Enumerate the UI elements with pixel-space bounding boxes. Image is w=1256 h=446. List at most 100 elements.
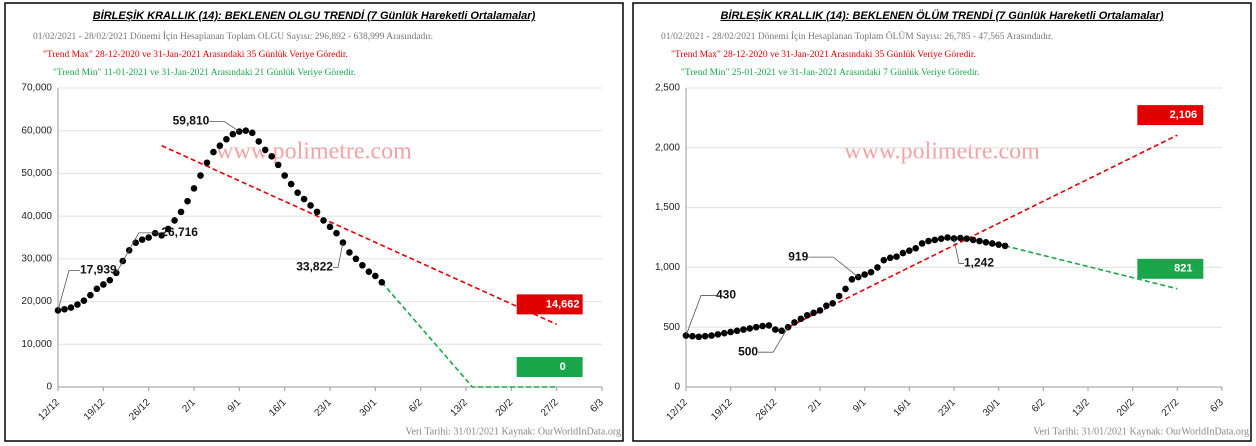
data-point: [746, 325, 754, 332]
data-point: [772, 326, 779, 333]
x-tick-label: 13/2: [448, 397, 470, 419]
x-tick-label: 30/1: [981, 397, 1003, 419]
data-point: [816, 307, 824, 314]
data-point: [171, 217, 178, 224]
y-tick-label: 10,000: [21, 339, 52, 350]
data-point: [93, 285, 101, 293]
data-point: [203, 159, 211, 167]
y-tick-label: 30,000: [21, 253, 52, 264]
leader-line: [758, 326, 789, 353]
data-point: [184, 197, 191, 205]
data-point: [145, 234, 152, 241]
note: "Trend Min" 25-01-2021 ve 31-Jan-2021 Ar…: [681, 68, 980, 78]
y-tick-label: 70,000: [21, 83, 52, 94]
source: Veri Tarihi: 31/01/2021 Kaynak: OurWorld…: [1033, 426, 1249, 437]
data-point: [255, 138, 263, 145]
data-point: [261, 146, 269, 154]
trend-label: 2,106: [1170, 109, 1198, 121]
data-point: [810, 309, 817, 317]
note: "Trend Max" 28-12-2020 ve 31-Jan-2021 Ar…: [43, 50, 348, 60]
data-point: [190, 185, 198, 192]
data-point: [957, 234, 964, 242]
data-point: [695, 333, 703, 341]
data-point: [925, 237, 932, 245]
x-tick-label: 13/2: [1070, 397, 1092, 419]
leader-line: [685, 295, 716, 336]
leader-line: [332, 242, 344, 268]
y-tick-label: 20,000: [21, 296, 52, 307]
x-tick-label: 20/2: [494, 397, 516, 419]
data-point: [281, 172, 288, 179]
data-point: [372, 272, 379, 280]
data-point: [197, 172, 204, 179]
x-tick-label: 20/2: [1115, 397, 1137, 419]
y-tick-label: 500: [663, 322, 680, 333]
annotation-label: 919: [788, 249, 808, 263]
data-point: [87, 291, 94, 299]
data-point: [886, 254, 894, 262]
x-tick-label: 26/12: [754, 397, 780, 423]
y-tick-label: 2,000: [655, 142, 680, 153]
data-point: [701, 332, 709, 340]
annotation-label: 500: [738, 344, 758, 358]
data-point: [976, 237, 983, 245]
y-tick-label: 2,500: [655, 83, 680, 94]
data-point: [210, 148, 217, 156]
leader-line: [808, 256, 859, 278]
data-point: [216, 142, 224, 149]
note: "Trend Min" 11-01-2021 ve 31-Jan-2021 Ar…: [53, 68, 356, 78]
x-tick-label: 9/1: [851, 397, 869, 415]
data-point: [268, 153, 276, 160]
trend-label-box: [1137, 105, 1204, 126]
y-tick-label: 1,000: [655, 262, 680, 273]
data-point: [969, 236, 977, 244]
data-point: [359, 261, 366, 269]
leader-line: [953, 238, 964, 264]
data-point: [931, 236, 939, 244]
data-point: [320, 217, 327, 224]
data-point: [112, 269, 120, 277]
data-point: [988, 240, 996, 247]
x-tick-label: 12/12: [37, 397, 63, 423]
data-point: [67, 304, 75, 311]
data-point: [995, 241, 1002, 248]
data-point: [164, 225, 172, 233]
x-tick-label: 12/12: [665, 397, 691, 423]
x-tick-label: 26/12: [127, 397, 153, 423]
data-point: [842, 285, 849, 293]
leader-line: [209, 121, 240, 132]
data-point: [752, 323, 760, 331]
data-point: [778, 327, 786, 335]
data-point: [326, 223, 334, 231]
data-point: [313, 208, 321, 216]
x-tick-label: 30/1: [358, 397, 380, 419]
y-tick-label: 50,000: [21, 168, 52, 179]
y-tick-label: 40,000: [21, 211, 52, 222]
data-point: [307, 202, 314, 209]
x-tick-label: 16/1: [892, 397, 914, 419]
data-point: [100, 281, 107, 288]
note: 01/02/2021 - 28/02/2021 Dönemi İçin Hesa…: [661, 30, 1053, 42]
data-point: [861, 271, 868, 278]
y-tick-label: 60,000: [21, 125, 52, 136]
x-tick-label: 6/3: [1208, 397, 1226, 415]
x-tick-label: 6/2: [407, 397, 425, 415]
data-point: [346, 249, 353, 256]
trend-line: [381, 281, 557, 388]
data-point: [294, 189, 301, 196]
annotation-label: 430: [716, 288, 736, 302]
trend-line: [787, 134, 1178, 328]
data-point: [918, 240, 926, 247]
data-point: [80, 297, 88, 305]
data-point: [874, 264, 881, 271]
data-point: [714, 331, 722, 338]
data-point: [138, 236, 146, 243]
data-point: [727, 328, 734, 336]
data-point: [54, 307, 62, 314]
data-point: [835, 292, 843, 300]
source: Veri Tarihi: 31/01/2021 Kaynak: OurWorld…: [405, 426, 621, 437]
x-tick-label: 2/1: [806, 397, 824, 415]
data-point: [944, 234, 951, 241]
trend-label: 0: [560, 361, 566, 373]
data-point: [823, 302, 830, 309]
